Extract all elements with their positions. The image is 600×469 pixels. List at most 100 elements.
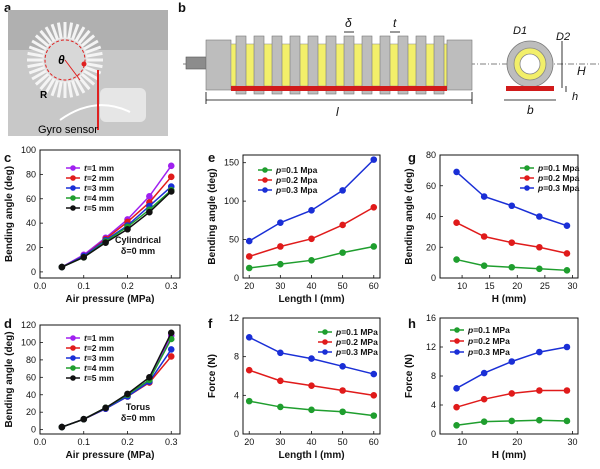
actuator-fin [80,72,96,86]
x-tick-label: 30 [567,437,577,447]
plot-frame [39,324,181,435]
data-point [536,387,543,394]
actuator-fin [77,29,91,45]
chart-e: e 20 30 40 50 60 0 50 100 150 Length l (mm) Bending… [207,150,381,305]
y-tick-label: 100 [21,337,36,347]
actuator-fin [27,51,44,58]
x-axis-label: Length l (mm) [278,450,344,461]
legend-label: t=2 mm [84,343,114,353]
legend-value: =0.1 Mpa [543,163,579,173]
legend-value: =0.3 Mpa [281,185,317,195]
y-tick-label: 12 [426,342,436,352]
legend-variable: p [467,336,473,346]
legend-marker [454,338,460,344]
legend-variable: p [467,347,473,357]
data-point [277,243,284,250]
legend-marker [70,335,76,341]
x-tick-label: 0.1 [77,437,90,447]
legend-label: t=5 mm [84,373,114,383]
legend-variable: t [84,363,88,373]
legend-marker [70,185,76,191]
y-tick-label: 20 [26,243,36,253]
theta-label: θ [58,53,65,67]
cross-section-strip [506,86,554,91]
data-point [308,257,315,264]
legend-value: =0.3 MPa [341,347,378,357]
panel-letter-c: c [4,150,11,165]
x-tick-label: 0.3 [165,437,178,447]
legend-variable: p [537,173,543,183]
legend-marker [70,205,76,211]
legend-variable: p [335,327,341,337]
data-point [453,385,460,392]
series-line [61,190,172,268]
data-point [339,387,346,394]
data-point [563,267,571,274]
actuator-fin [39,29,53,45]
inlet-tube [185,56,207,70]
legend-marker [322,329,328,335]
x-axis-label: Air pressure (MPa) [66,294,155,305]
legend-marker [524,185,530,191]
legend-marker [262,177,268,183]
radius-circle [44,39,86,81]
gyro-sensor-label: Gyro sensor [38,124,98,136]
data-point [370,370,378,378]
data-point [277,403,284,411]
plot-frame [39,149,181,279]
schematic [183,31,600,104]
data-point [308,355,315,362]
x-tick-label: 50 [338,281,348,291]
legend-marker [322,339,328,345]
data-point [536,243,543,251]
data-point [167,162,175,170]
legend-variable: p [537,163,543,173]
panel-letter-h: h [408,316,416,331]
actuator-fin [77,75,91,91]
legend-marker [524,165,530,171]
data-point [480,193,488,200]
actuator-fin [31,69,47,81]
legend-value: =4 mm [87,193,115,203]
radius-line [64,59,81,81]
data-point [480,233,488,240]
chart-f: f 20 30 40 50 60 0 4 8 12 Length l (mm) Force (N) p=… [207,313,381,461]
data-point [339,249,346,256]
data-point [508,390,516,397]
data-point [277,349,284,357]
legend-variable: p [275,185,281,195]
sensor-dot [81,61,87,67]
data-point [277,260,284,268]
legend-marker [454,327,460,333]
legend-label: t=3 mm [84,183,114,193]
y-axis-label: Bending angle (deg) [4,331,15,427]
x-tick-label: 40 [306,437,316,447]
data-point [453,403,460,411]
data-point [308,406,315,414]
y-tick-label: 4 [234,390,239,400]
legend-variable: p [275,165,281,175]
fin-segment [433,35,445,95]
actuator-fin [74,26,86,42]
data-point [370,156,378,163]
legend-variable: t [84,353,88,363]
data-point [308,235,315,243]
y-axis-label: Bending angle (deg) [4,166,15,262]
data-point [245,334,253,341]
y-tick-label: 40 [26,390,36,400]
legend-value: =0.3 Mpa [543,183,579,193]
x-tick-label: 60 [369,281,379,291]
legend-variable: t [84,163,88,173]
legend-value: =3 mm [87,353,115,363]
fin-segment [289,35,301,95]
data-point [80,415,88,423]
legend-label: p=0.2 MPa [335,337,378,347]
x-axis-label: H (mm) [492,450,526,461]
x-tick-label: 10 [457,437,467,447]
data-point [370,412,378,419]
D2-label: D2 [556,31,570,43]
y-tick-label: 8 [234,352,239,362]
x-tick-label: 30 [567,281,577,291]
legend-value: =0.2 MPa [473,336,510,346]
